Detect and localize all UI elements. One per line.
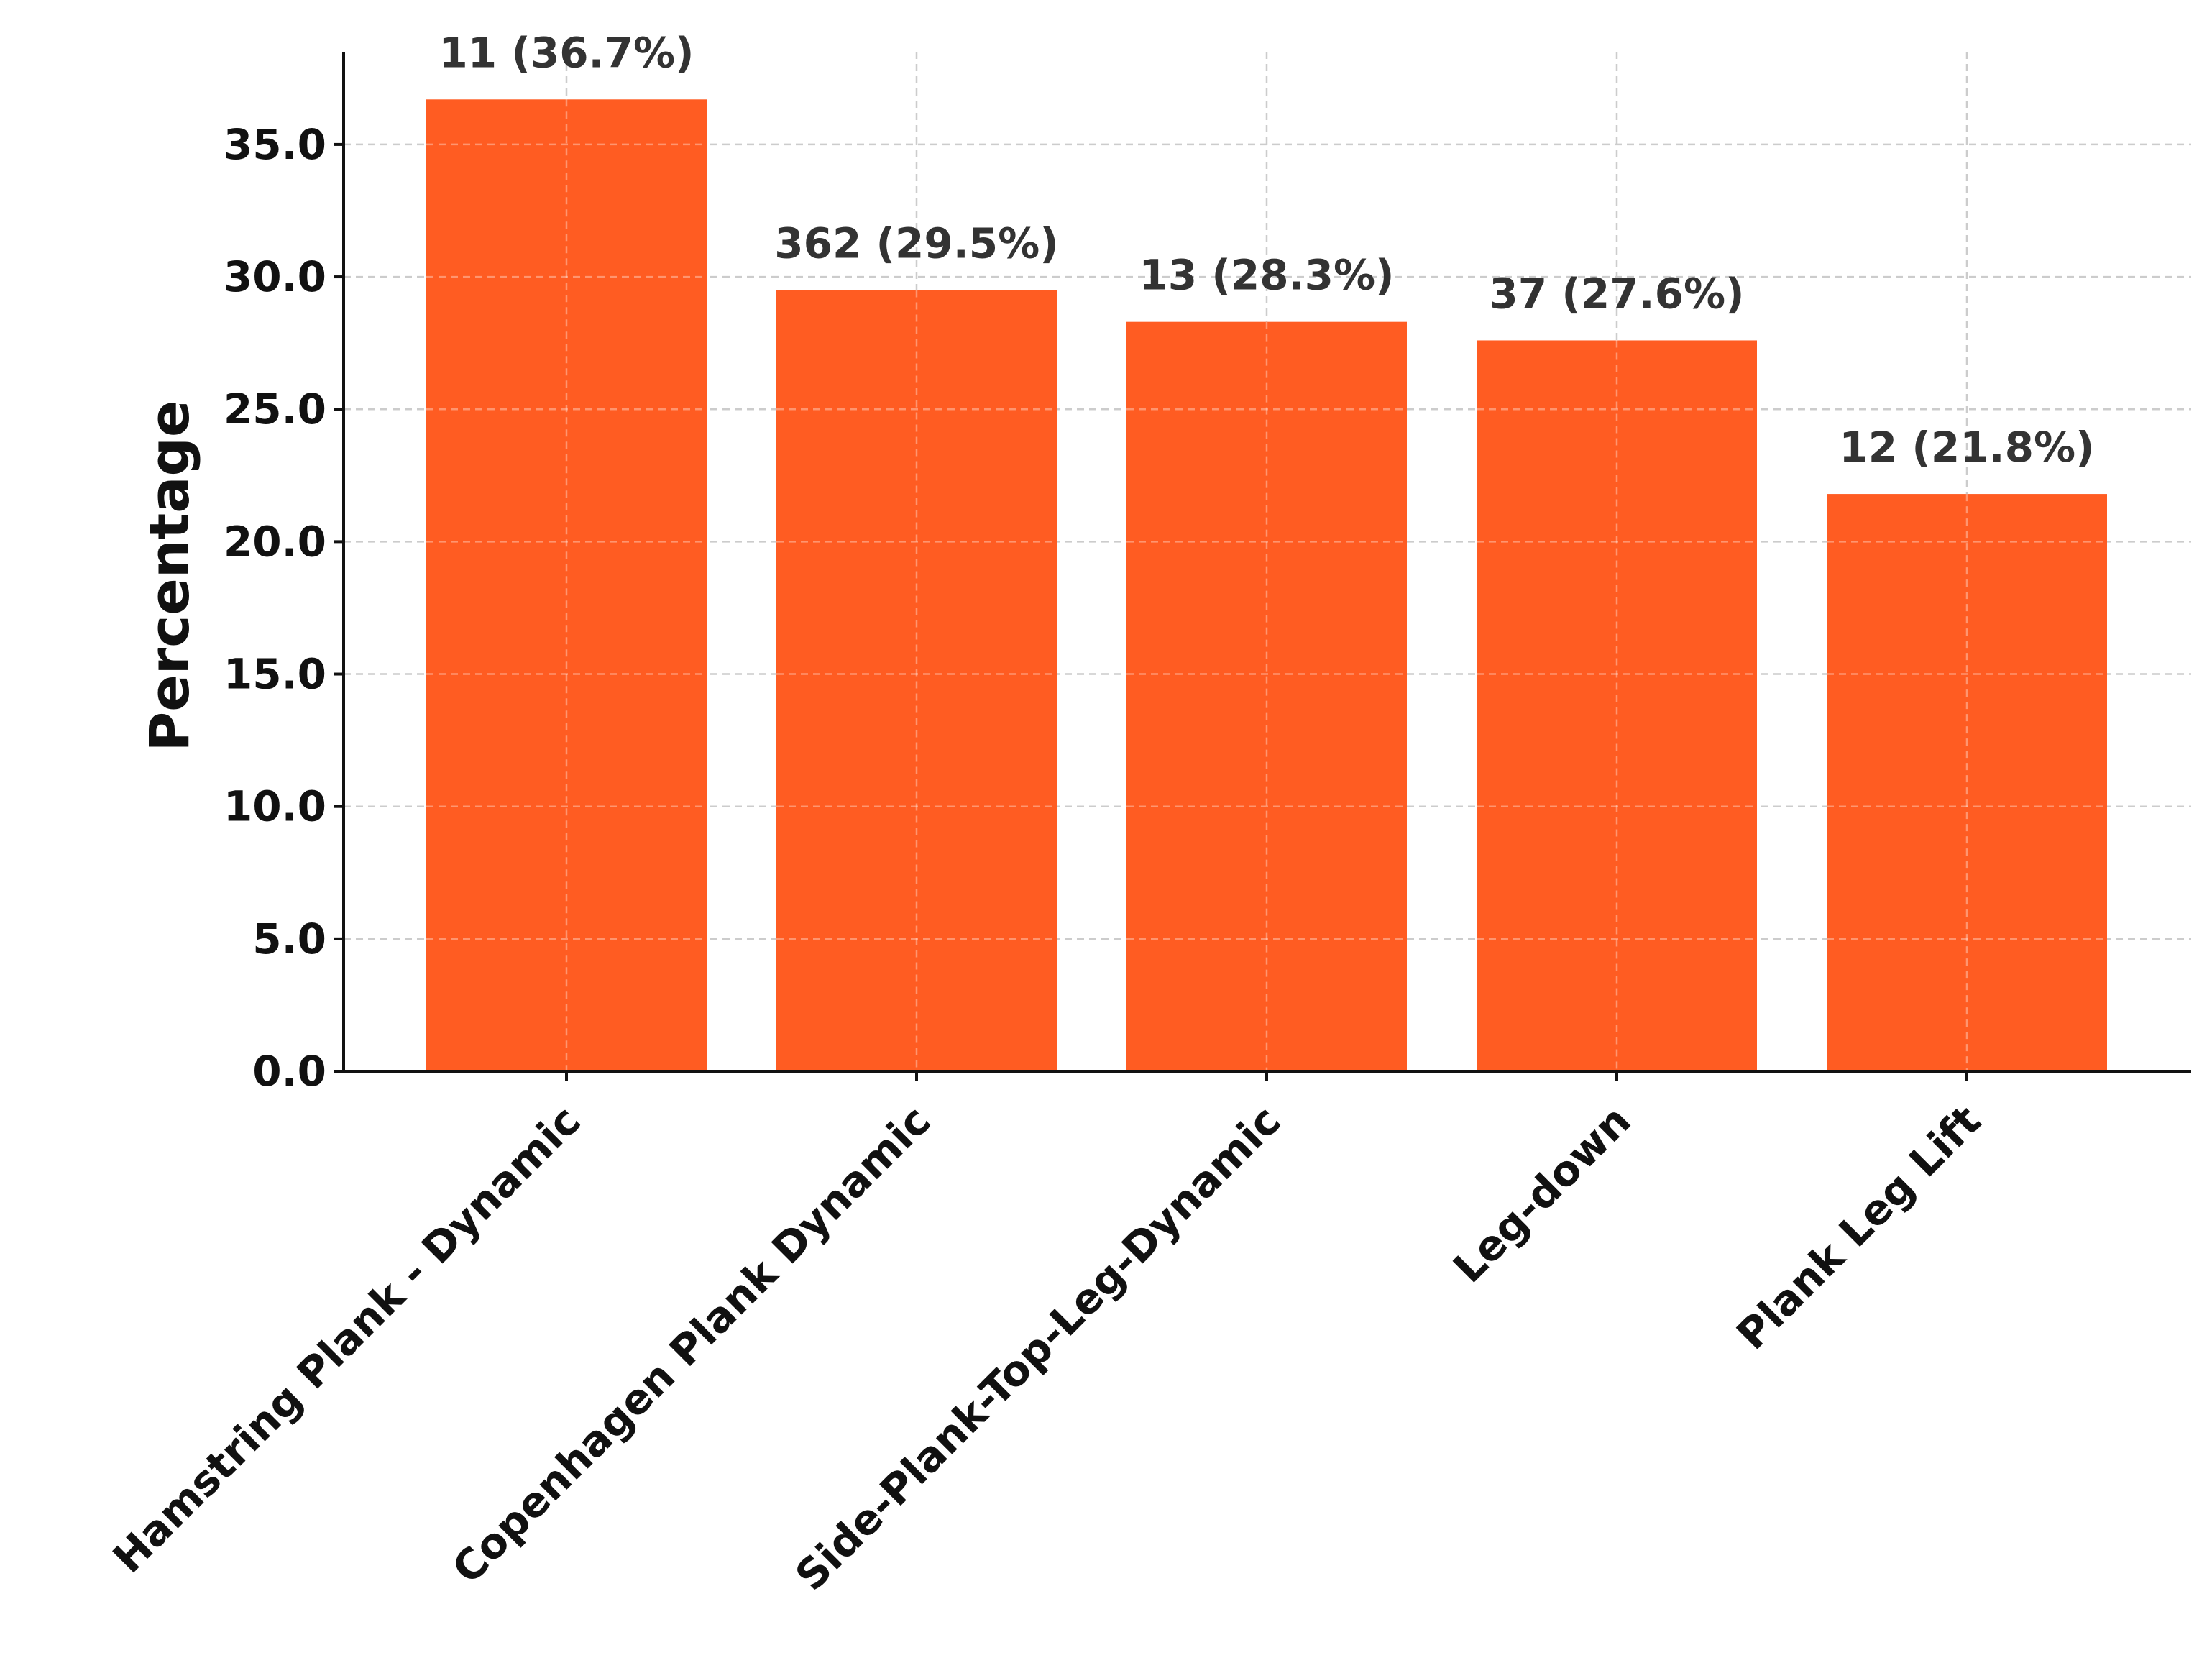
bars [426, 99, 2107, 1072]
y-tick-label: 0.0 [252, 1047, 326, 1096]
y-tick-label: 35.0 [224, 120, 326, 169]
bar-data-label: 13 (28.3%) [1139, 251, 1394, 300]
y-tick-label: 5.0 [252, 915, 326, 963]
y-tick-label: 15.0 [224, 650, 326, 699]
y-tick-label: 10.0 [224, 782, 326, 831]
y-tick-label: 20.0 [224, 517, 326, 566]
bar [1827, 494, 2107, 1071]
bar-data-label: 37 (27.6%) [1489, 269, 1744, 318]
labels: 11 (36.7%) 362 (29.5%) 13 (28.3%) 37 (27.6%… [104, 28, 2095, 1600]
y-axis-title: Percentage [137, 400, 201, 752]
y-tick-label: 25.0 [224, 385, 326, 434]
bar [426, 99, 707, 1071]
bar-data-label: 11 (36.7%) [439, 28, 694, 77]
axes [334, 52, 2191, 1081]
bar-data-label: 12 (21.8%) [1839, 423, 2094, 472]
bar [1477, 340, 1757, 1072]
y-tick-label: 30.0 [224, 252, 326, 301]
x-tick-label: Plank Leg Lift [1727, 1096, 1991, 1359]
bar [1126, 321, 1407, 1071]
bar-data-label: 362 (29.5%) [774, 219, 1059, 267]
bar [776, 290, 1057, 1072]
x-tick-label: Leg-down [1444, 1096, 1640, 1292]
